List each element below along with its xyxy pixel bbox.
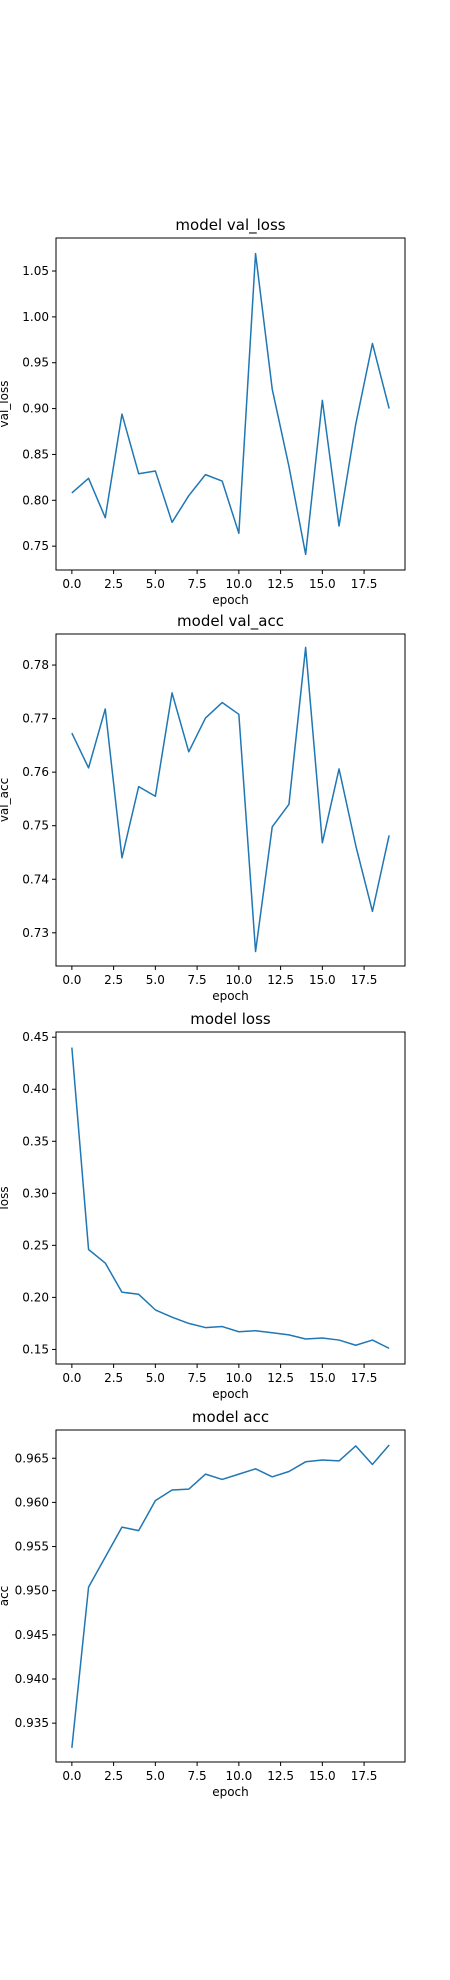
y-tick-label: 0.90 (22, 402, 49, 416)
y-tick-label: 0.35 (22, 1134, 49, 1148)
y-tick-label: 0.85 (22, 447, 49, 461)
x-tick-label: 5.0 (146, 973, 165, 987)
y-tick-label: 0.955 (15, 1540, 49, 1554)
y-axis-label: val_acc (0, 778, 11, 822)
x-tick-label: 17.5 (351, 577, 378, 591)
x-tick-label: 5.0 (146, 577, 165, 591)
x-tick-label: 15.0 (309, 973, 336, 987)
chart-acc: 0.0 2.5 5.0 7.5 10.0 12.5 15.0 17.5 0.935 0.940 0.… (0, 1408, 406, 1799)
x-tick-label: 12.5 (267, 1769, 294, 1783)
x-tick-label: 0.0 (62, 577, 81, 591)
y-tick-label: 0.77 (22, 712, 49, 726)
x-tick-label: 17.5 (351, 1371, 378, 1385)
x-tick-label: 15.0 (309, 1371, 336, 1385)
plot-frame-val-acc (55, 633, 406, 967)
x-tick-label: 12.5 (267, 1371, 294, 1385)
y-tick-label: 0.80 (22, 493, 49, 507)
y-tick-label: 0.960 (15, 1495, 49, 1509)
y-tick-label: 0.15 (22, 1342, 49, 1356)
y-axis-label: loss (0, 1186, 11, 1209)
plot-frame-val-loss (55, 237, 406, 571)
plot-frame-loss (55, 1031, 406, 1365)
x-axis-label: epoch (212, 593, 249, 607)
y-tick-label: 0.40 (22, 1082, 49, 1096)
x-tick-label: 15.0 (309, 1769, 336, 1783)
x-tick-label: 2.5 (104, 1769, 123, 1783)
chart-val-acc: 0.0 2.5 5.0 7.5 10.0 12.5 15.0 17.5 0.73 0.74 0.75… (0, 612, 406, 1003)
x-axis-label: epoch (212, 989, 249, 1003)
x-tick-label: 12.5 (267, 973, 294, 987)
chart-val-loss: 0.0 2.5 5.0 7.5 10.0 12.5 15.0 17.5 0.75 0.80 0.85… (0, 216, 406, 607)
x-tick-label: 17.5 (351, 973, 378, 987)
x-tick-label: 7.5 (188, 973, 207, 987)
y-tick-label: 0.76 (22, 765, 49, 779)
y-tick-label: 0.75 (22, 819, 49, 833)
series-line-val-acc (71, 646, 390, 953)
x-tick-label: 2.5 (104, 577, 123, 591)
x-axis-label: epoch (212, 1387, 249, 1401)
series-line-val-loss (71, 252, 390, 556)
x-axis-label: epoch (212, 1785, 249, 1799)
x-tick-label: 10.0 (225, 577, 252, 591)
x-tick-label: 15.0 (309, 577, 336, 591)
y-tick-label: 0.45 (22, 1030, 49, 1044)
x-tick-label: 0.0 (62, 1769, 81, 1783)
y-tick-label: 0.945 (15, 1628, 49, 1642)
y-axis-label: acc (0, 1586, 11, 1607)
y-tick-label: 0.30 (22, 1186, 49, 1200)
x-tick-label: 7.5 (188, 1769, 207, 1783)
x-tick-label: 10.0 (225, 1371, 252, 1385)
x-tick-label: 5.0 (146, 1371, 165, 1385)
x-tick-label: 0.0 (62, 973, 81, 987)
x-tick-label: 5.0 (146, 1769, 165, 1783)
x-tick-label: 2.5 (104, 1371, 123, 1385)
x-tick-label: 2.5 (104, 973, 123, 987)
x-tick-label: 7.5 (188, 577, 207, 591)
y-tick-label: 0.965 (15, 1451, 49, 1465)
chart-loss: 0.0 2.5 5.0 7.5 10.0 12.5 15.0 17.5 0.15 0.20 0.25… (0, 1010, 406, 1401)
x-tick-label: 10.0 (225, 1769, 252, 1783)
chart-title: model loss (190, 1010, 271, 1028)
y-tick-label: 1.05 (22, 264, 49, 278)
x-tick-label: 17.5 (351, 1769, 378, 1783)
y-tick-label: 0.25 (22, 1238, 49, 1252)
series-line-loss (71, 1047, 390, 1350)
y-tick-label: 1.00 (22, 310, 49, 324)
y-tick-label: 0.940 (15, 1672, 49, 1686)
chart-title: model val_acc (177, 612, 284, 631)
x-tick-label: 0.0 (62, 1371, 81, 1385)
x-tick-label: 10.0 (225, 973, 252, 987)
x-tick-label: 12.5 (267, 577, 294, 591)
y-tick-label: 0.20 (22, 1290, 49, 1304)
x-tick-label: 7.5 (188, 1371, 207, 1385)
y-tick-label: 0.73 (22, 926, 49, 940)
y-tick-label: 0.950 (15, 1584, 49, 1598)
chart-title: model acc (192, 1408, 269, 1426)
y-tick-label: 0.75 (22, 539, 49, 553)
y-tick-label: 0.78 (22, 658, 49, 672)
y-tick-label: 0.95 (22, 356, 49, 370)
y-tick-label: 0.74 (22, 872, 49, 886)
series-line-acc (71, 1444, 390, 1748)
y-axis-label: val_loss (0, 381, 11, 428)
y-tick-label: 0.935 (15, 1716, 49, 1730)
plot-frame-acc (55, 1429, 406, 1763)
chart-title: model val_loss (175, 216, 285, 235)
